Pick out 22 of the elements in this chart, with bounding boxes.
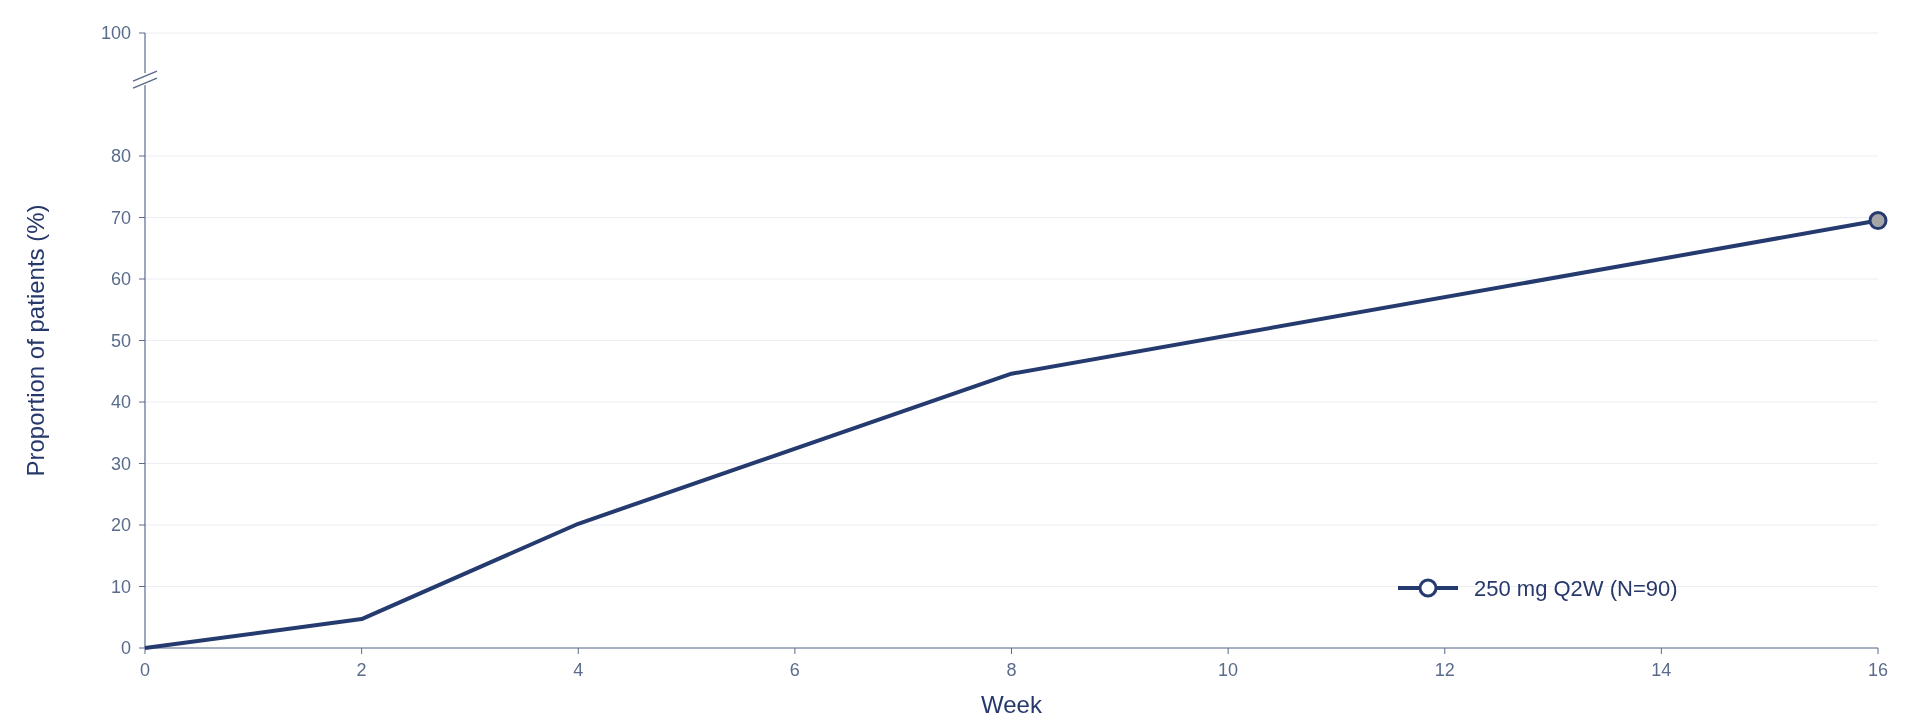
y-tick-label: 50: [110, 330, 131, 351]
x-tick-label: 10: [1218, 660, 1239, 680]
y-tick-label: 0: [120, 638, 131, 659]
x-tick-label: 14: [1651, 660, 1672, 680]
legend-label: 250 mg Q2W (N=90): [1474, 575, 1678, 601]
y-tick-label: 40: [110, 392, 131, 413]
y-tick-label: 100: [100, 23, 131, 44]
y-tick-label: 80: [110, 146, 131, 167]
x-tick-label: 4: [573, 660, 584, 680]
y-tick-label: 30: [110, 453, 131, 474]
x-tick-label: 8: [1006, 660, 1017, 680]
y-tick-label: 20: [110, 515, 131, 536]
x-tick-label: 16: [1867, 660, 1889, 680]
x-tick-label: 2: [356, 660, 367, 680]
x-axis-title: Week: [981, 691, 1043, 718]
y-tick-label: 70: [110, 207, 131, 228]
x-tick-label: 0: [139, 660, 151, 680]
y-tick-label: 10: [110, 576, 131, 597]
y-tick-label: 60: [110, 269, 131, 290]
y-axis-title: Proportion of patients (%): [22, 204, 49, 477]
x-tick-label: 6: [789, 660, 800, 680]
x-tick-label: 12: [1434, 660, 1455, 680]
